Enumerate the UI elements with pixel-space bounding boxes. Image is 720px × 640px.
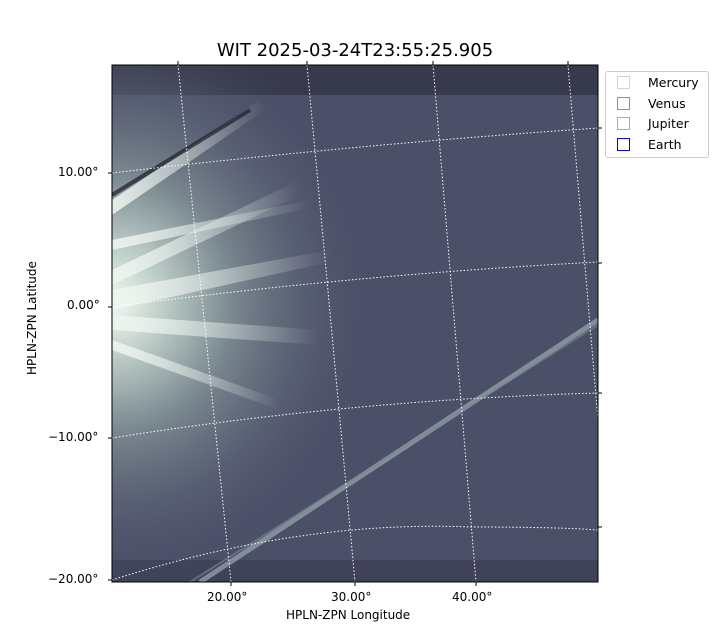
legend-swatch: [617, 97, 630, 110]
legend-label: Earth: [648, 137, 682, 152]
x-tick-label: 40.00°: [452, 590, 493, 604]
legend-swatch: [617, 117, 630, 130]
legend: Mercury Venus Jupiter Earth: [605, 71, 709, 158]
x-axis-label: HPLN-ZPN Longitude: [286, 608, 411, 622]
legend-swatch: [617, 138, 630, 151]
legend-label: Mercury: [648, 75, 699, 90]
chart-title: WIT 2025-03-24T23:55:25.905: [216, 40, 494, 61]
solar-image: [112, 65, 598, 582]
legend-label: Jupiter: [648, 116, 689, 131]
grid-lines: [112, 65, 598, 582]
y-tick-label: −20.00°: [48, 572, 99, 586]
y-tick-label: −10.00°: [48, 430, 99, 444]
y-tick-label: 0.00°: [67, 298, 100, 312]
y-tick-label: 10.00°: [58, 165, 99, 179]
legend-label: Venus: [648, 96, 686, 111]
x-tick-label: 30.00°: [331, 590, 372, 604]
y-axis-label: HPLN-ZPN Latitude: [25, 261, 39, 375]
x-tick-label: 20.00°: [207, 590, 248, 604]
legend-swatch: [617, 76, 630, 89]
